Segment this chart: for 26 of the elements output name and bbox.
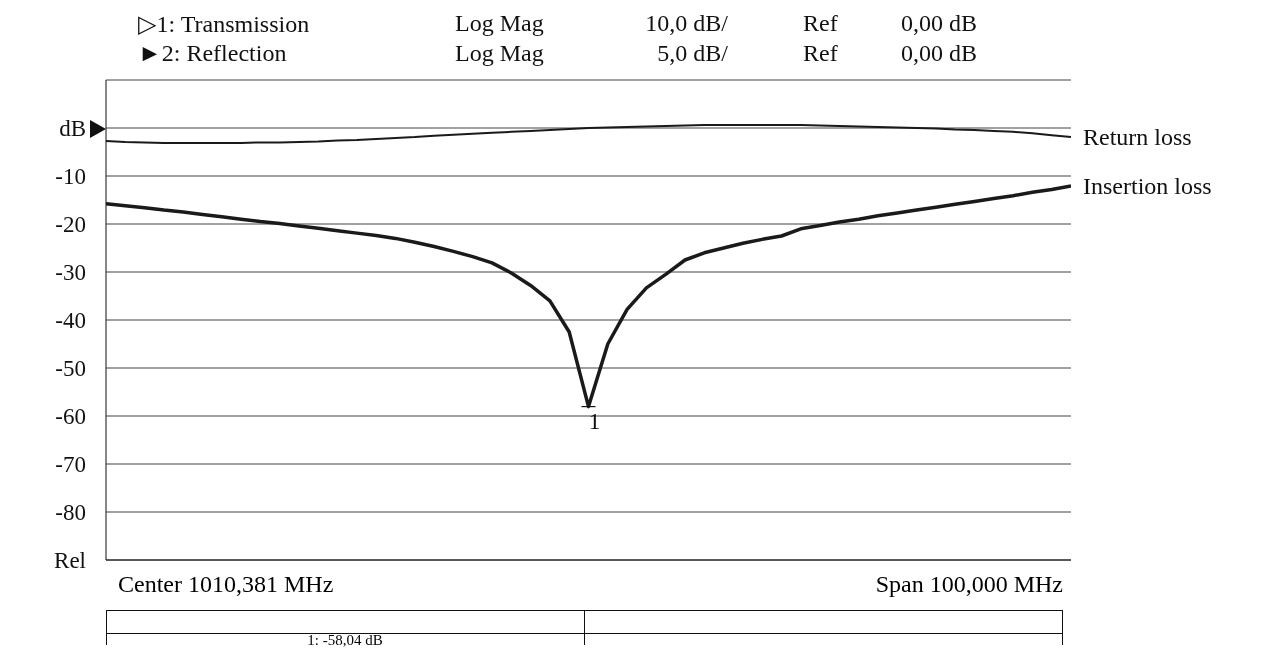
text: Ref [803,10,838,37]
text: 10,0 dB/ [645,10,728,37]
y-tick-label: -70 [55,452,86,478]
y-tick-label: dB [59,116,86,142]
y-tick-label: -30 [55,260,86,286]
y-tick-label: -40 [55,308,86,334]
text: ▷1: Transmission [138,10,310,38]
y-tick-label: -80 [55,500,86,526]
y-tick-label: -20 [55,212,86,238]
series-label: Return loss [1083,124,1192,151]
annotation: 1 [588,407,601,434]
text: 1: -58,04 dB [306,632,384,649]
text: ►2: Reflection [138,40,287,67]
text: Log Mag [455,10,544,37]
y-tick-label: Rel [54,548,86,574]
text: 0,00 dB [901,40,978,67]
y-tick-label: -60 [55,404,86,430]
y-tick-label: -10 [55,164,86,190]
text: Ref [803,40,838,67]
text: Log Mag [455,40,544,67]
text: Span 100,000 MHz [875,571,1063,598]
y-tick-label: -50 [55,356,86,382]
series-label: Insertion loss [1083,173,1212,200]
text: 5,0 dB/ [657,40,728,67]
text: Center 1010,381 MHz [118,571,334,598]
text: 0,00 dB [901,10,978,37]
